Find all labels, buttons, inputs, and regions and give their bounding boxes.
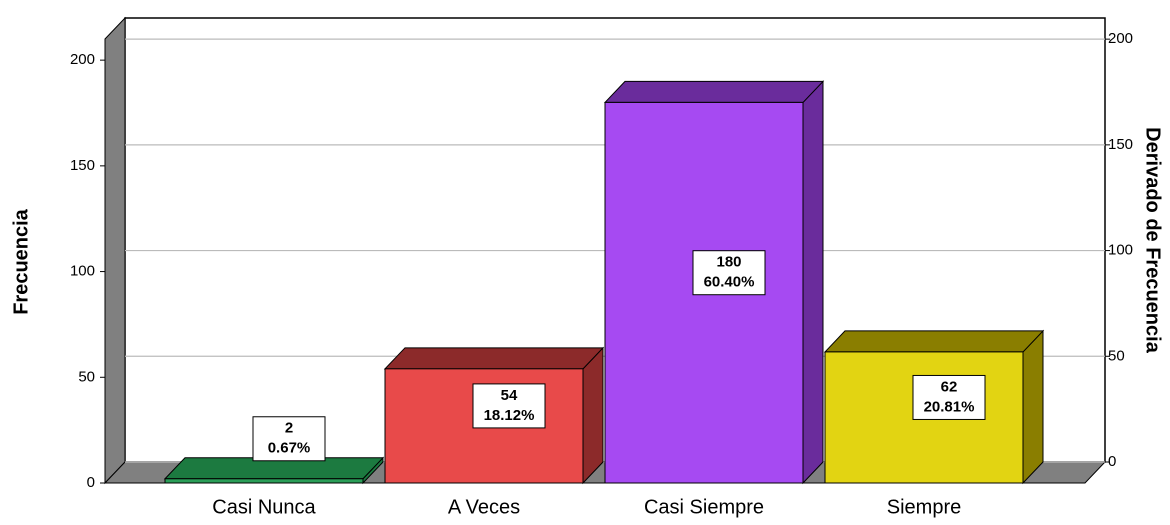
data-label: 2 0.67% bbox=[252, 416, 326, 462]
y-tick-label: 150 bbox=[70, 157, 95, 174]
data-label-value: 2 bbox=[285, 420, 293, 437]
bar-top bbox=[383, 347, 605, 370]
data-label-box bbox=[692, 250, 766, 296]
y-axis-title: Frecuencia bbox=[10, 208, 32, 314]
bar bbox=[164, 478, 364, 484]
data-label: 54 18.12% bbox=[472, 383, 546, 429]
y2-tick-label: 150 bbox=[1108, 136, 1133, 153]
data-label-percent: 18.12% bbox=[484, 407, 535, 424]
y-tick-label: 50 bbox=[78, 368, 95, 385]
y-tick-label: 0 bbox=[87, 474, 95, 491]
data-label-box bbox=[912, 374, 986, 420]
data-label: 62 20.81% bbox=[912, 374, 986, 420]
bar-side bbox=[582, 346, 604, 485]
y-tick-label: 100 bbox=[70, 263, 95, 280]
bar-side bbox=[1022, 329, 1044, 485]
y2-axis-title: Derivado de Frecuencia bbox=[1142, 127, 1164, 354]
bar-top bbox=[823, 330, 1045, 353]
left-wall bbox=[104, 16, 126, 485]
data-label: 180 60.40% bbox=[692, 250, 766, 296]
data-label-percent: 0.67% bbox=[268, 440, 311, 457]
x-tick-label: A Veces bbox=[448, 496, 520, 518]
data-label-box bbox=[472, 383, 546, 429]
y2-tick-label: 200 bbox=[1108, 30, 1133, 47]
data-label-value: 62 bbox=[941, 378, 958, 395]
y2-tick-label: 100 bbox=[1108, 242, 1133, 259]
data-label-value: 180 bbox=[716, 254, 741, 271]
x-tick-label: Casi Nunca bbox=[212, 496, 316, 518]
y-tick-label: 200 bbox=[70, 51, 95, 68]
x-tick-label: Siempre bbox=[887, 496, 961, 518]
bar-top bbox=[603, 80, 825, 103]
y2-tick-label: 50 bbox=[1108, 347, 1125, 364]
bar-side bbox=[802, 80, 824, 485]
data-label-box bbox=[252, 416, 326, 462]
y2-tick-label: 0 bbox=[1108, 453, 1116, 470]
data-label-value: 54 bbox=[501, 387, 518, 404]
x-tick-label: Casi Siempre bbox=[644, 496, 764, 518]
data-label-percent: 20.81% bbox=[924, 398, 975, 415]
data-label-percent: 60.40% bbox=[704, 274, 755, 291]
